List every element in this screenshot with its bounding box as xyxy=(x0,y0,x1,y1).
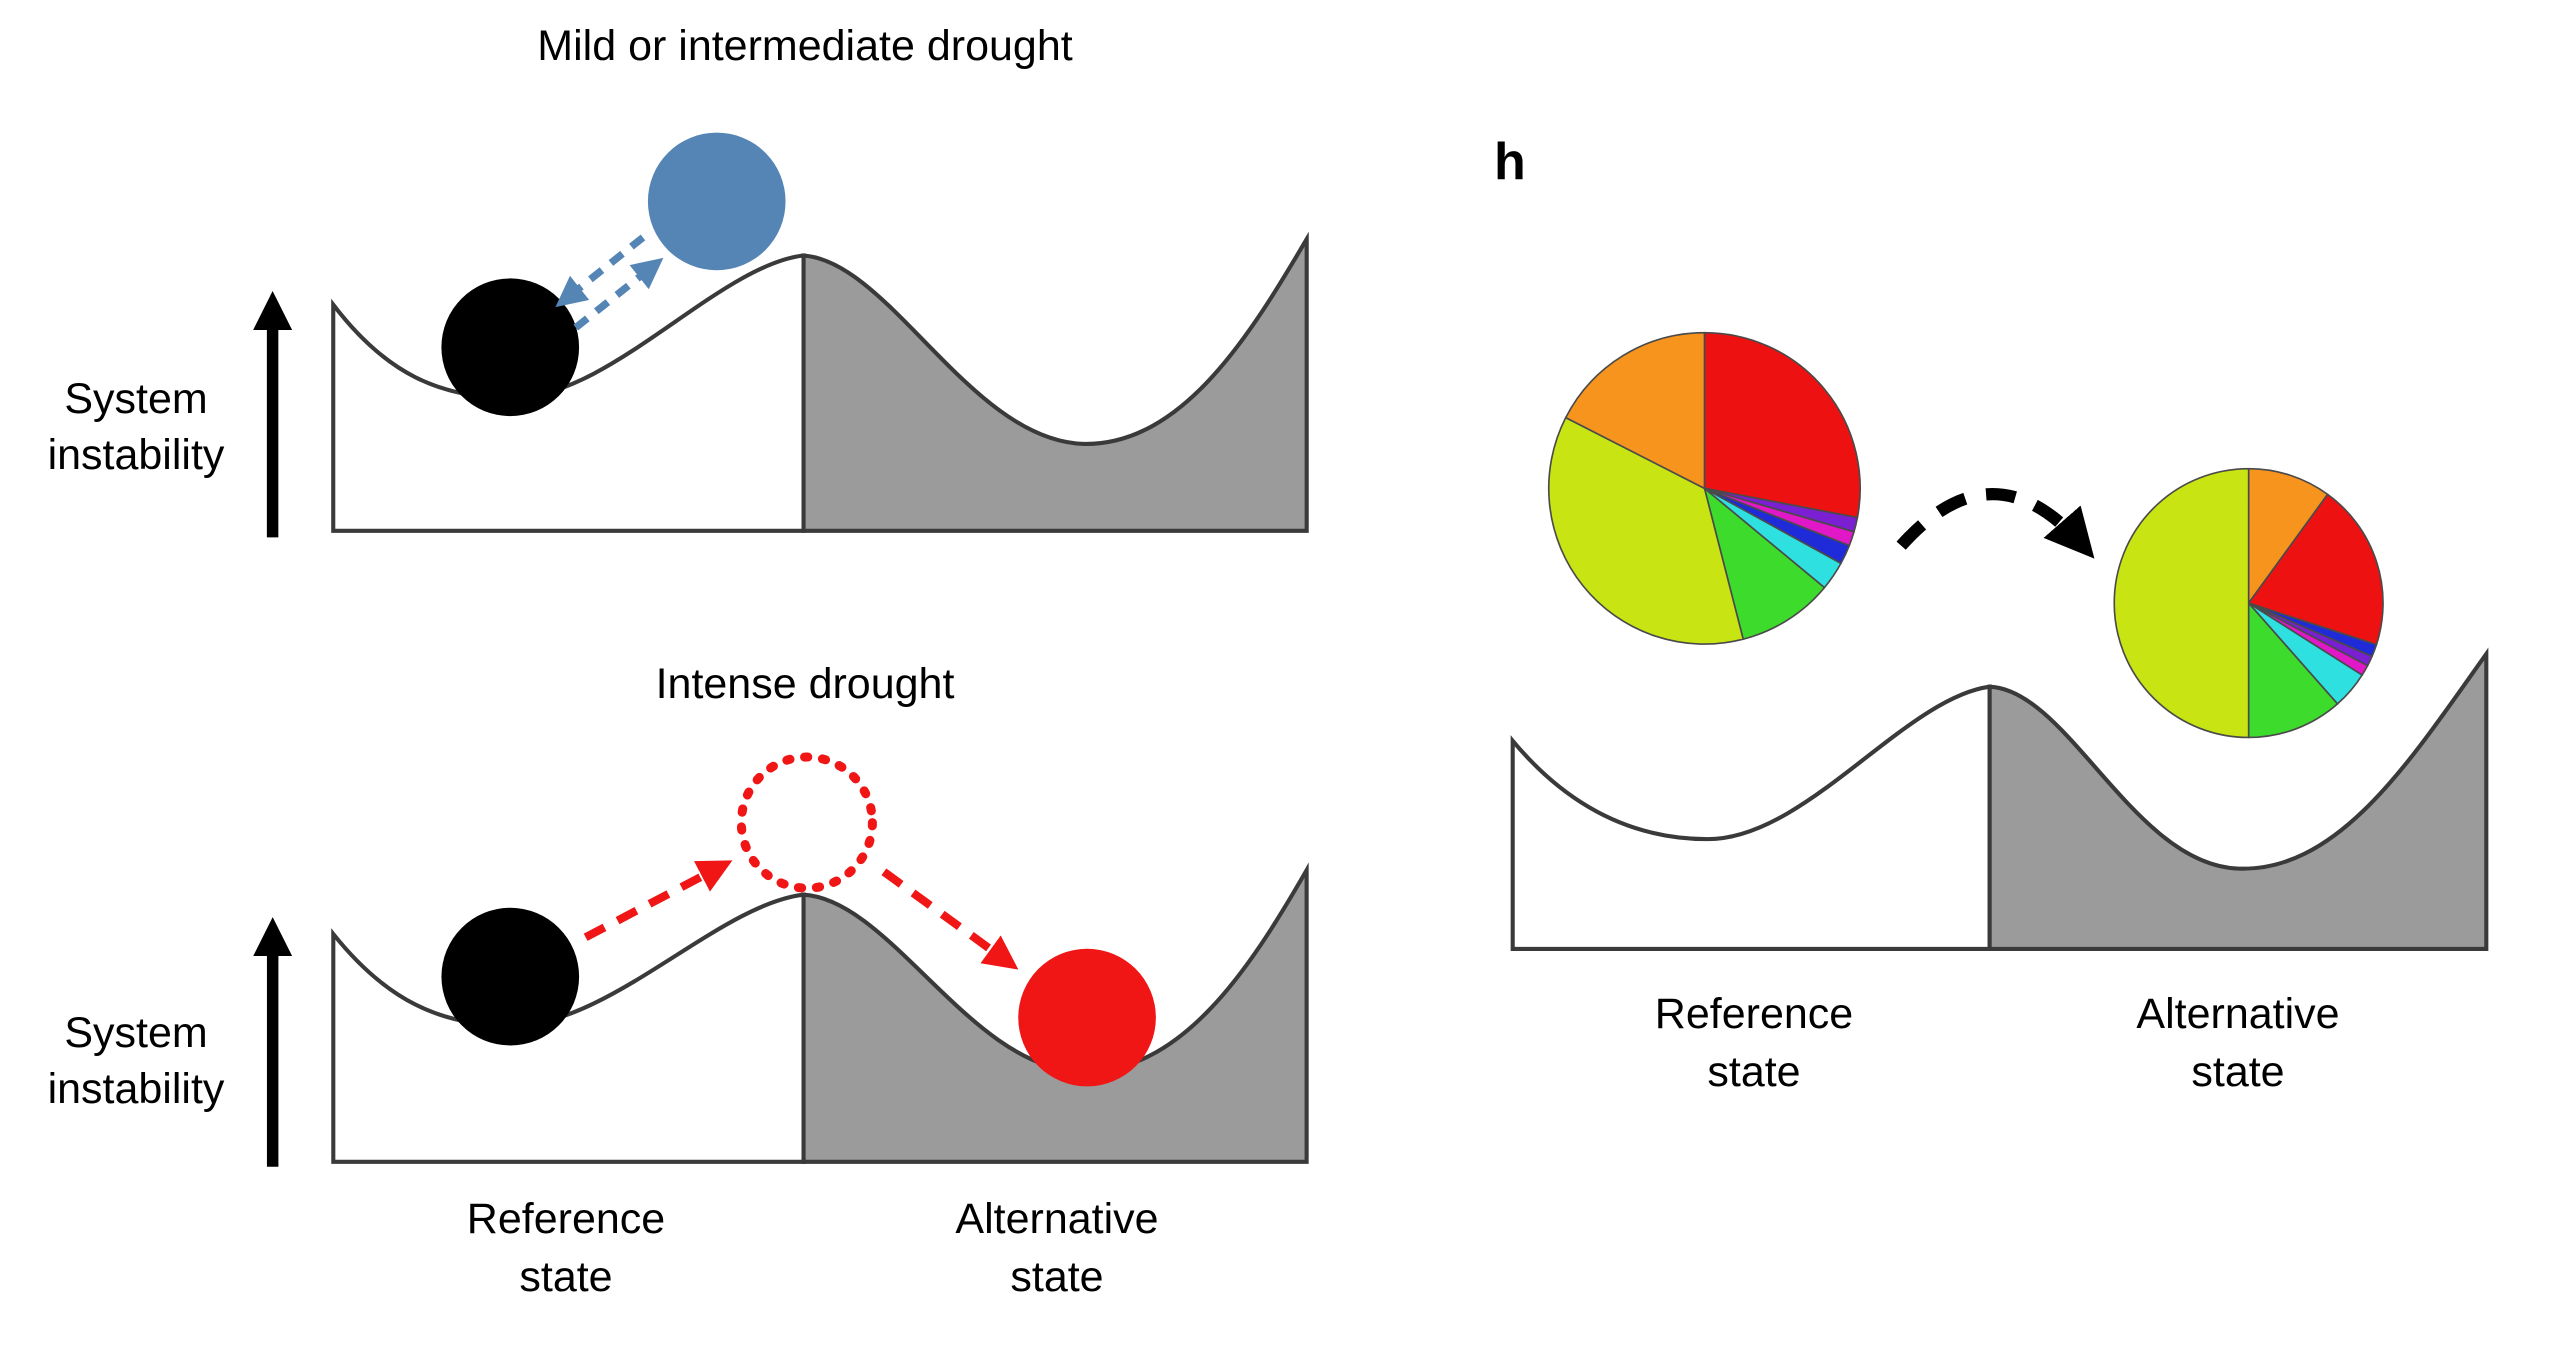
alternative-basin xyxy=(801,231,1309,533)
panel-letter: h xyxy=(1494,133,1526,191)
alternative-basin xyxy=(1987,647,2489,951)
community-shift-diagram xyxy=(1510,331,2489,951)
alternative-state-ball xyxy=(1018,948,1156,1087)
reference-state-ball xyxy=(441,278,580,417)
reference-state-label-left: Reference state xyxy=(466,1195,666,1302)
pie-slice-chartreuse xyxy=(1547,416,1745,645)
unstable-threshold-circle xyxy=(736,752,877,893)
pie-slice-green xyxy=(1703,487,1826,641)
intense-drought-title: Intense drought xyxy=(655,660,955,708)
alternative-community-pie xyxy=(2113,467,2384,739)
transition-arrow-down xyxy=(881,868,1019,970)
perturbation-arrow-up xyxy=(573,257,664,331)
pie-slice-red xyxy=(2247,493,2384,646)
pie-slice-orange xyxy=(1564,331,1706,490)
transition-arrow-up xyxy=(583,860,733,941)
recovery-arrow-down xyxy=(555,234,646,308)
pie-slice-green xyxy=(2247,602,2339,739)
alternative-state-label-left: Alternative state xyxy=(955,1195,1159,1302)
alternative-state-label-right: Alternative state xyxy=(2136,990,2340,1097)
instability-axis-label-bottom: System instability xyxy=(47,1009,225,1113)
reference-state-label-right: Reference state xyxy=(1654,990,1854,1097)
instability-axis-label-top: System instability xyxy=(47,375,225,479)
mild-drought-diagram xyxy=(253,132,1309,538)
reference-basin xyxy=(1510,684,1992,951)
intense-drought-diagram xyxy=(253,752,1309,1167)
pie-slice-orange xyxy=(2247,467,2329,604)
reference-community-pie xyxy=(1547,331,1861,645)
mild-drought-title: Mild or intermediate drought xyxy=(537,22,1073,70)
community-shift-arrow xyxy=(1896,487,2095,559)
reference-basin xyxy=(331,892,806,1164)
pie-slice-red xyxy=(1703,331,1861,519)
reference-basin xyxy=(331,253,806,533)
pie-slice-chartreuse xyxy=(2113,467,2250,739)
perturbed-state-ball xyxy=(647,132,786,271)
reference-state-ball xyxy=(441,907,580,1046)
